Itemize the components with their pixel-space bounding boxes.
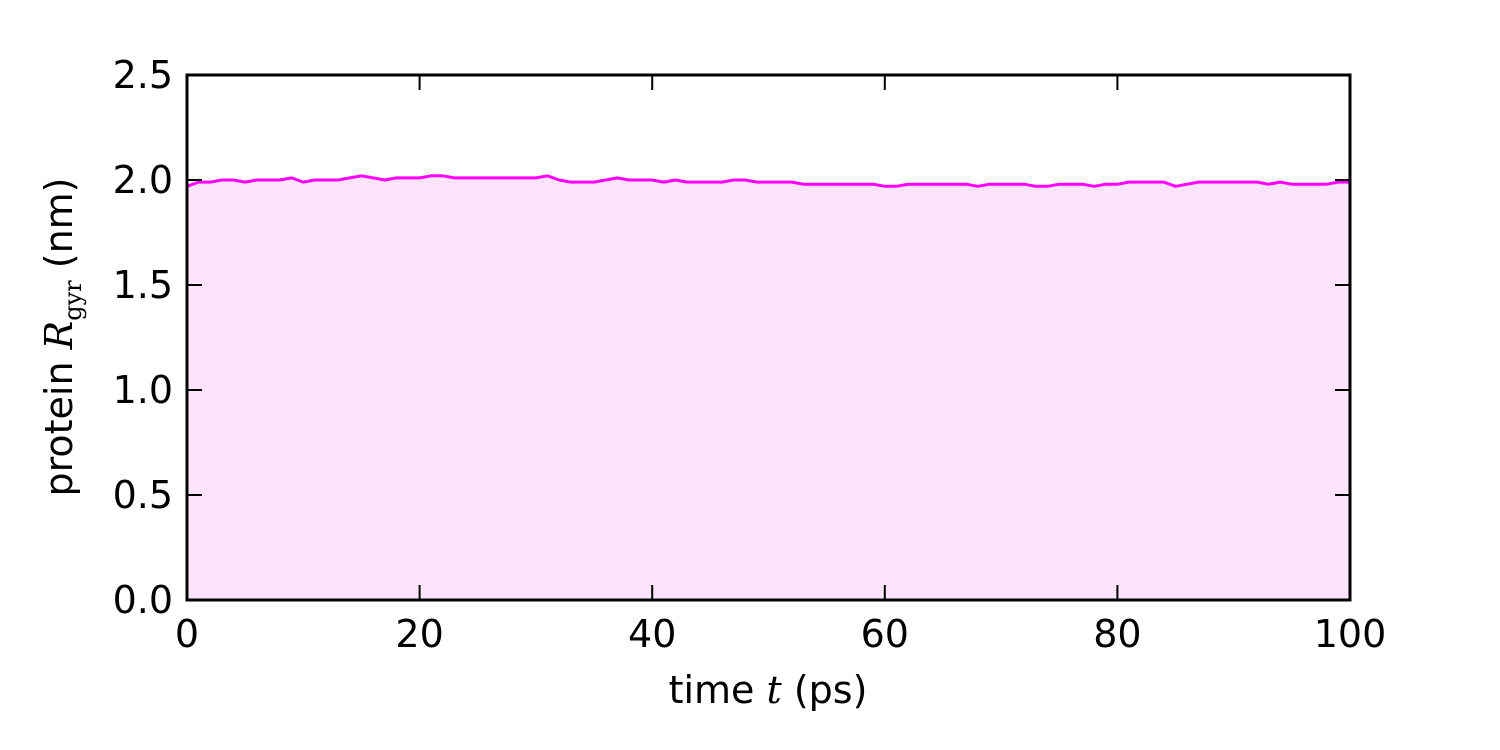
y-tick-label: 0.0 — [113, 578, 173, 622]
y-tick-label: 2.5 — [113, 53, 173, 97]
x-tick-label: 60 — [861, 612, 909, 656]
series-0-fill — [187, 175, 1350, 601]
y-axis-label: protein Rgyr (nm) — [37, 177, 87, 496]
y-tick-label: 1.0 — [113, 368, 173, 412]
y-tick-label: 2.0 — [113, 158, 173, 202]
x-axis-label: time t (ps) — [669, 668, 868, 712]
x-tick-label: 0 — [175, 612, 199, 656]
plot-area — [186, 174, 1350, 601]
y-tick-label: 1.5 — [113, 263, 173, 307]
x-tick-label: 100 — [1314, 612, 1387, 656]
ticks: 0 20 40 60 80 100 0.0 0.5 1.0 1.5 2.0 2.5 — [113, 53, 1387, 656]
y-tick-label: 0.5 — [113, 473, 173, 517]
x-tick-label: 40 — [628, 612, 676, 656]
plot-frame — [185, 73, 1352, 602]
series-0-line — [186, 174, 1350, 188]
x-tick-label: 20 — [395, 612, 443, 656]
x-tick-label: 80 — [1093, 612, 1141, 656]
